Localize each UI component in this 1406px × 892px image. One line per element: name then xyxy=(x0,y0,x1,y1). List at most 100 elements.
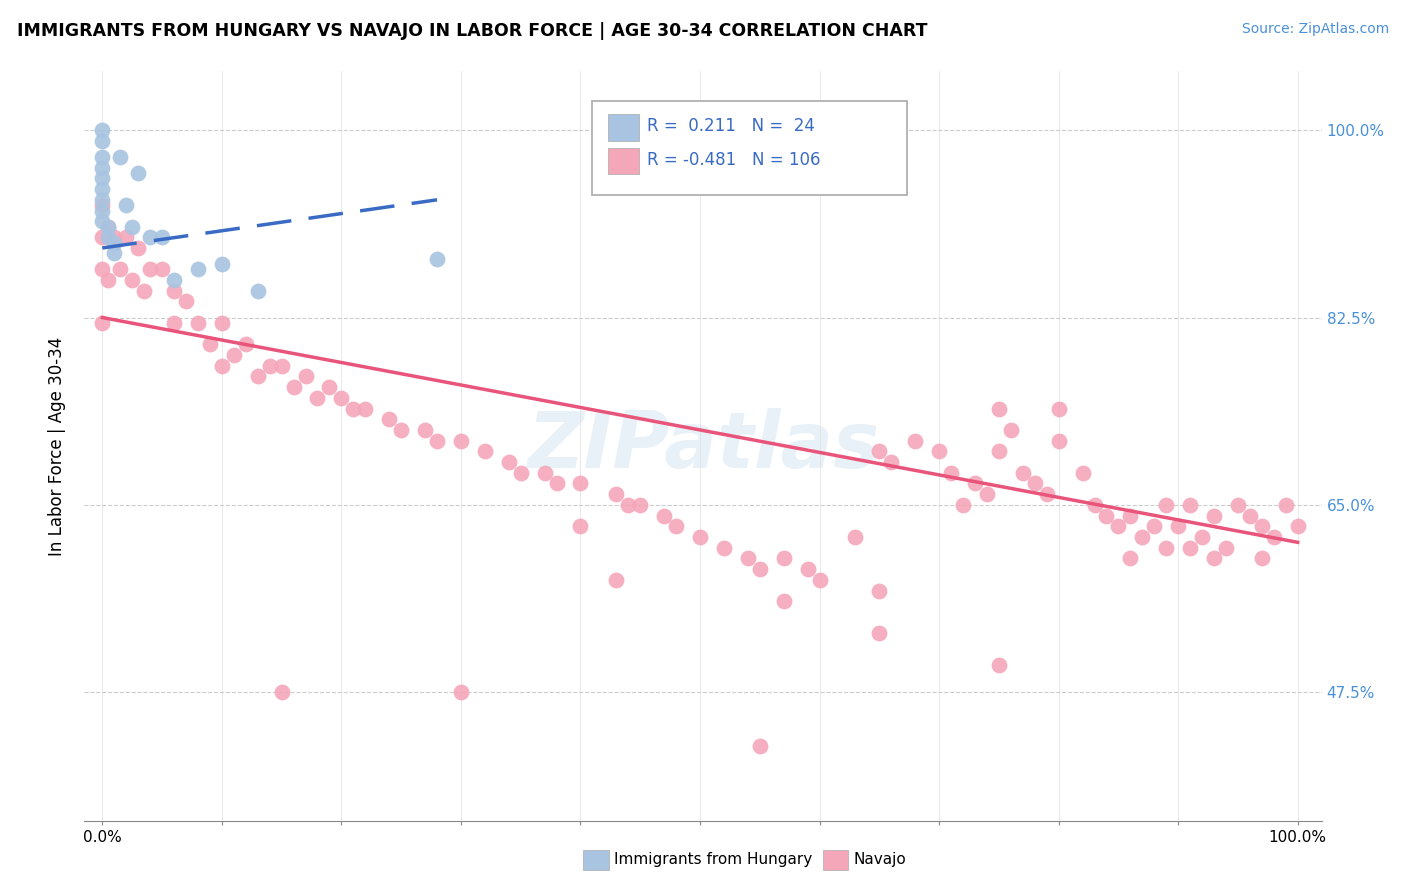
Point xyxy=(987,444,1010,458)
Point xyxy=(987,401,1010,416)
Text: Immigrants from Hungary: Immigrants from Hungary xyxy=(614,853,813,867)
Point xyxy=(952,498,974,512)
Point xyxy=(498,455,520,469)
Point xyxy=(246,284,269,298)
Point xyxy=(963,476,986,491)
Point xyxy=(1119,551,1142,566)
Point xyxy=(150,262,173,277)
Point xyxy=(474,444,496,458)
Text: IMMIGRANTS FROM HUNGARY VS NAVAJO IN LABOR FORCE | AGE 30-34 CORRELATION CHART: IMMIGRANTS FROM HUNGARY VS NAVAJO IN LAB… xyxy=(17,22,928,40)
Point xyxy=(1178,498,1201,512)
Point xyxy=(569,519,592,533)
Point xyxy=(1286,519,1309,533)
Point xyxy=(1250,519,1272,533)
Point xyxy=(509,466,531,480)
Point xyxy=(110,150,132,164)
Point xyxy=(605,573,627,587)
Point xyxy=(378,412,401,426)
Point xyxy=(904,434,927,448)
Point xyxy=(174,294,197,309)
Point xyxy=(259,359,281,373)
Point xyxy=(103,230,125,244)
Point xyxy=(1274,498,1296,512)
Point xyxy=(1035,487,1057,501)
Point xyxy=(270,359,292,373)
Point xyxy=(426,434,449,448)
Text: ZIPatlas: ZIPatlas xyxy=(527,408,879,484)
Point xyxy=(748,562,770,576)
Point xyxy=(1154,541,1177,555)
Point xyxy=(1226,498,1249,512)
Point xyxy=(987,658,1010,673)
Point xyxy=(546,476,568,491)
Point xyxy=(91,134,114,148)
Point xyxy=(342,401,364,416)
Point xyxy=(1047,434,1070,448)
Point xyxy=(1202,508,1225,523)
Point xyxy=(91,161,114,175)
Point xyxy=(450,434,472,448)
Point xyxy=(868,583,890,598)
Y-axis label: In Labor Force | Age 30-34: In Labor Force | Age 30-34 xyxy=(48,336,66,556)
Point xyxy=(389,423,412,437)
Point xyxy=(222,348,245,362)
Point xyxy=(211,257,233,271)
Point xyxy=(426,252,449,266)
Point xyxy=(413,423,436,437)
Point xyxy=(1119,508,1142,523)
Point xyxy=(318,380,340,394)
Point xyxy=(1239,508,1261,523)
Point xyxy=(91,198,114,212)
Point xyxy=(796,562,818,576)
Point xyxy=(163,284,186,298)
Point xyxy=(1167,519,1189,533)
Point xyxy=(737,551,759,566)
Point xyxy=(246,369,269,384)
Text: R = -0.481   N = 106: R = -0.481 N = 106 xyxy=(647,151,821,169)
Point xyxy=(103,235,125,250)
Point xyxy=(187,316,209,330)
Point xyxy=(97,219,120,234)
Point xyxy=(1215,541,1237,555)
Point xyxy=(150,230,173,244)
Point xyxy=(211,316,233,330)
Point xyxy=(294,369,316,384)
Point xyxy=(91,203,114,218)
Point xyxy=(1083,498,1105,512)
Text: Source: ZipAtlas.com: Source: ZipAtlas.com xyxy=(1241,22,1389,37)
Point xyxy=(713,541,735,555)
Point xyxy=(617,498,640,512)
Point xyxy=(939,466,962,480)
Point xyxy=(772,594,794,608)
Point xyxy=(1178,541,1201,555)
Point xyxy=(91,171,114,186)
Point xyxy=(1143,519,1166,533)
Point xyxy=(868,626,890,640)
Text: R =  0.211   N =  24: R = 0.211 N = 24 xyxy=(647,117,815,135)
Point xyxy=(1154,498,1177,512)
Point xyxy=(330,391,353,405)
Point xyxy=(1202,551,1225,566)
Point xyxy=(772,551,794,566)
Point xyxy=(91,316,114,330)
Point xyxy=(97,219,120,234)
FancyBboxPatch shape xyxy=(592,102,907,195)
Point xyxy=(868,444,890,458)
Point xyxy=(91,123,114,137)
Point xyxy=(605,487,627,501)
Text: Navajo: Navajo xyxy=(853,853,907,867)
Point xyxy=(139,262,162,277)
Point xyxy=(110,262,132,277)
Point xyxy=(235,337,257,351)
Point xyxy=(270,685,292,699)
Point xyxy=(533,466,555,480)
Point xyxy=(1095,508,1118,523)
Point xyxy=(91,150,114,164)
Point xyxy=(187,262,209,277)
Point xyxy=(91,262,114,277)
Point xyxy=(880,455,903,469)
Point xyxy=(628,498,651,512)
Point xyxy=(1107,519,1129,533)
Point xyxy=(354,401,377,416)
Point xyxy=(1130,530,1153,544)
